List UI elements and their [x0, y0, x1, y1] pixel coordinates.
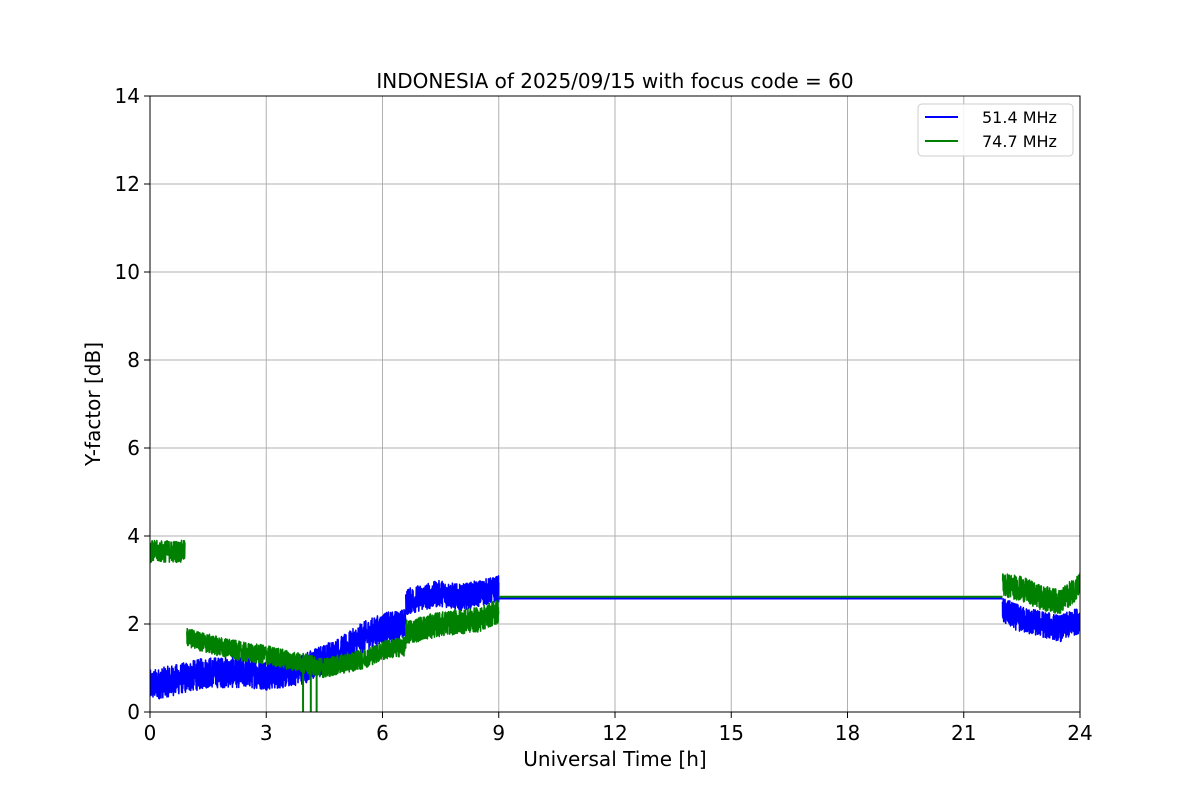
y-axis-label: Y-factor [dB]: [81, 342, 105, 467]
y-tick-label: 0: [127, 700, 140, 724]
series-0-segment-0: [150, 609, 407, 700]
x-tick-label: 24: [1067, 721, 1092, 745]
y-tick-label: 14: [115, 84, 140, 108]
y-tick-label: 4: [127, 524, 140, 548]
legend-label-74mhz: 74.7 MHz: [982, 132, 1057, 151]
series-1-segment-0: [150, 539, 186, 564]
y-tick-label: 2: [127, 612, 140, 636]
series-0-segment-1: [404, 575, 500, 616]
legend-label-51mhz: 51.4 MHz: [982, 108, 1057, 127]
x-tick-label: 6: [376, 721, 389, 745]
legend: 51.4 MHz 74.7 MHz: [917, 103, 1074, 157]
x-axis-label: Universal Time [h]: [523, 747, 706, 771]
x-tick-label: 3: [260, 721, 273, 745]
series-0: [150, 575, 1080, 700]
x-tick-label: 0: [144, 721, 157, 745]
y-tick-label: 10: [115, 260, 140, 284]
x-tick-label: 12: [602, 721, 627, 745]
series-layer: [150, 539, 1080, 712]
y-tick-label: 8: [127, 348, 140, 372]
x-tick-label: 18: [835, 721, 860, 745]
y-tick-label: 12: [115, 172, 140, 196]
x-tick-label: 21: [951, 721, 976, 745]
x-tick-label: 15: [719, 721, 744, 745]
series-1-segment-3: [1001, 572, 1080, 615]
series-1: [150, 539, 1080, 712]
series-1-segment-1: [186, 627, 407, 679]
chart-title: INDONESIA of 2025/09/15 with focus code …: [376, 69, 853, 93]
series-1-segment-2: [404, 600, 500, 645]
y-tick-label: 6: [127, 436, 140, 460]
x-tick-label: 9: [492, 721, 505, 745]
series-0-segment-2: [1001, 598, 1080, 643]
